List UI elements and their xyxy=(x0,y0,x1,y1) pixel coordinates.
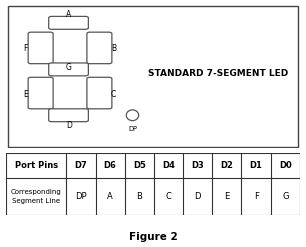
Text: D5: D5 xyxy=(133,161,146,170)
FancyBboxPatch shape xyxy=(87,32,112,64)
Text: D1: D1 xyxy=(250,161,263,170)
FancyBboxPatch shape xyxy=(28,32,53,64)
Text: D: D xyxy=(194,192,201,201)
Text: DP: DP xyxy=(75,192,87,201)
Text: D7: D7 xyxy=(75,161,87,170)
Text: D4: D4 xyxy=(162,161,175,170)
Text: Figure 2: Figure 2 xyxy=(129,232,177,242)
Text: F: F xyxy=(254,192,259,201)
FancyBboxPatch shape xyxy=(28,77,53,109)
Text: Port Pins: Port Pins xyxy=(15,161,58,170)
Text: D: D xyxy=(66,121,72,130)
Text: E: E xyxy=(23,90,28,99)
FancyBboxPatch shape xyxy=(49,63,88,76)
Text: D6: D6 xyxy=(104,161,117,170)
Text: C: C xyxy=(166,192,171,201)
Text: A: A xyxy=(107,192,113,201)
Text: D0: D0 xyxy=(279,161,292,170)
FancyBboxPatch shape xyxy=(87,77,112,109)
Text: STANDARD 7-SEGMENT LED: STANDARD 7-SEGMENT LED xyxy=(147,69,288,78)
Text: B: B xyxy=(136,192,142,201)
Text: E: E xyxy=(224,192,230,201)
Text: A: A xyxy=(66,10,71,19)
FancyBboxPatch shape xyxy=(49,16,88,29)
Text: D2: D2 xyxy=(220,161,233,170)
Text: DP: DP xyxy=(128,126,137,132)
Text: F: F xyxy=(23,44,28,53)
Text: C: C xyxy=(111,90,116,99)
Text: Corresponding
Segment Line: Corresponding Segment Line xyxy=(11,189,62,204)
Text: G: G xyxy=(66,63,72,72)
Ellipse shape xyxy=(126,110,139,121)
FancyBboxPatch shape xyxy=(49,109,88,122)
Text: B: B xyxy=(111,44,116,53)
Text: D3: D3 xyxy=(191,161,204,170)
Text: G: G xyxy=(282,192,289,201)
